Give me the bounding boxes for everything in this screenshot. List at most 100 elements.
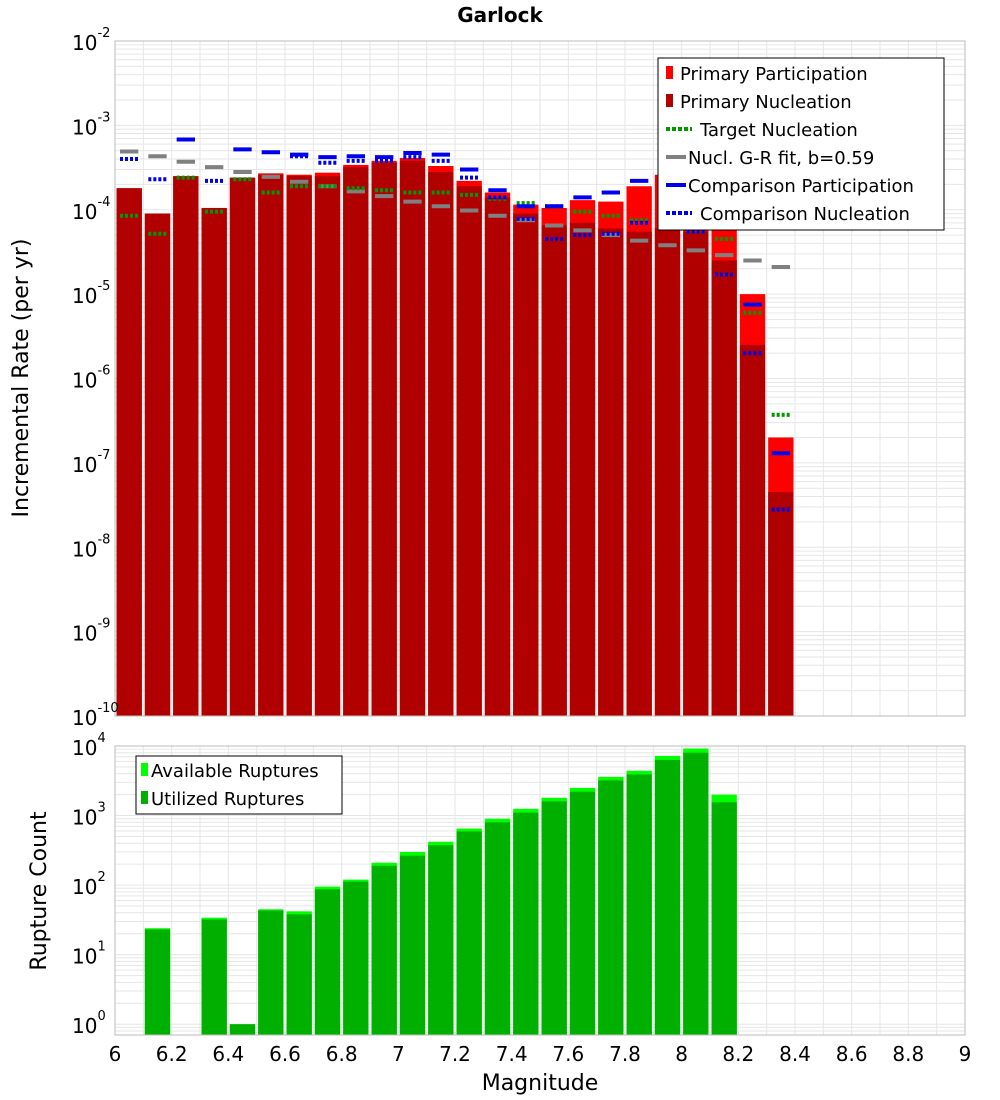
bar-primary-nucleation (343, 167, 369, 716)
bottom-y-tick: 104 (72, 731, 106, 760)
bar-utilized-ruptures (711, 802, 737, 1035)
bar-primary-nucleation (371, 162, 397, 716)
chart-title: Garlock (457, 3, 543, 27)
bottom-y-tick: 102 (72, 870, 106, 899)
legend-swatch-primary-participation (666, 66, 673, 79)
bar-utilized-ruptures (286, 914, 312, 1035)
top-y-axis-label: Incremental Rate (per yr) (9, 239, 34, 518)
bar-utilized-ruptures (683, 752, 709, 1035)
x-tick-label: 6.8 (326, 1042, 358, 1066)
top-y-tick-label: 10-8 (72, 532, 110, 561)
top-legend-box (657, 57, 945, 231)
bottom-plot-frame (114, 745, 966, 1036)
legend-item-utilized-ruptures: Utilized Ruptures (141, 789, 304, 810)
bar-primary-nucleation (399, 160, 426, 717)
bar-primary-nucleation (598, 228, 624, 716)
bottom-y-tick-label: 101 (72, 940, 106, 969)
bar-utilized-ruptures (314, 889, 341, 1035)
legend-item-primary-participation: Primary Participation (666, 64, 868, 85)
x-tick-label: 6.6 (269, 1042, 301, 1066)
bottom-y-tick-label: 103 (72, 801, 106, 830)
bar-primary-nucleation (768, 492, 794, 716)
bar-utilized-ruptures (371, 865, 397, 1035)
bottom-y-tick: 103 (72, 801, 106, 830)
top-y-tick: 10-4 (72, 195, 110, 224)
legend-item-gr-fit: Nucl. G-R fit, b=0.59 (666, 148, 874, 169)
top-legend: Primary Participation Primary Nucleation… (657, 57, 945, 231)
top-y-tick: 10-3 (72, 110, 110, 139)
x-ticks: 6 6.2 6.4 6.6 6.8 7 7.2 7.4 7.6 7.8 8 8.2 8.4 8.6 8.8 9 (109, 1042, 972, 1066)
top-y-tick-label: 10-3 (72, 110, 110, 139)
top-y-tick: 10-9 (72, 617, 110, 646)
bottom-y-tick: 100 (72, 1009, 106, 1038)
bar-utilized-ruptures (541, 801, 567, 1035)
legend-item-comparison-participation: Comparison Participation (666, 176, 914, 197)
bottom-y-tick-label: 104 (72, 731, 106, 760)
legend-item-available-ruptures: Available Ruptures (141, 761, 319, 782)
bar-primary-nucleation (739, 344, 766, 716)
bar-utilized-ruptures (513, 812, 539, 1035)
bar-utilized-ruptures (343, 881, 369, 1035)
bar-primary-nucleation (201, 207, 227, 716)
bar-primary-nucleation (428, 172, 454, 716)
top-y-tick-label: 10-6 (72, 364, 110, 393)
bottom-y-ticks: 100 101 102 103 104 (72, 731, 106, 1038)
bar-utilized-ruptures (144, 929, 171, 1035)
bar-primary-nucleation (683, 231, 709, 716)
top-y-tick-label: 10-4 (72, 195, 110, 224)
top-y-tick-label: 10-7 (72, 448, 110, 477)
legend-swatch-available-ruptures (141, 763, 148, 776)
bottom-legend-box (135, 755, 343, 815)
x-tick-label: 8.6 (836, 1042, 868, 1066)
bar-utilized-ruptures (626, 774, 652, 1035)
top-bars (116, 158, 794, 717)
x-tick-label: 6.2 (156, 1042, 188, 1066)
legend-label-available-ruptures: Available Ruptures (151, 761, 319, 782)
legend-label-primary-participation: Primary Participation (680, 64, 868, 85)
legend-label-comparison-nucleation: Comparison Nucleation (700, 204, 910, 225)
x-tick-label: 9 (959, 1042, 972, 1066)
bar-utilized-ruptures (598, 780, 624, 1035)
x-tick-label: 8.8 (892, 1042, 924, 1066)
bar-primary-nucleation (286, 176, 312, 716)
top-y-tick-label: 10-10 (72, 701, 119, 730)
bottom-y-tick-label: 100 (72, 1009, 106, 1038)
bar-primary-nucleation (258, 174, 284, 716)
bar-primary-nucleation (711, 260, 737, 716)
x-tick-label: 7 (392, 1042, 405, 1066)
legend-label-primary-nucleation: Primary Nucleation (680, 92, 852, 113)
x-tick-label: 7.6 (552, 1042, 584, 1066)
x-tick-label: 8.2 (722, 1042, 754, 1066)
bar-utilized-ruptures (258, 910, 284, 1035)
bar-utilized-ruptures (229, 1024, 256, 1035)
top-y-ticks: 10-10 10-9 10-8 10-7 10-6 10-5 10-4 10-3 10-2 (72, 26, 119, 730)
legend-item-primary-nucleation: Primary Nucleation (666, 92, 852, 113)
bar-primary-nucleation (541, 225, 567, 716)
x-tick-label: 8 (675, 1042, 688, 1066)
x-tick-label: 7.8 (609, 1042, 641, 1066)
x-tick-label: 7.4 (496, 1042, 528, 1066)
bar-utilized-ruptures (456, 831, 482, 1035)
legend-label-target-nucleation: Target Nucleation (699, 120, 858, 141)
x-tick-label: 7.2 (439, 1042, 471, 1066)
bottom-bars (144, 748, 737, 1035)
bar-primary-nucleation (654, 228, 681, 716)
bar-primary-nucleation (569, 222, 596, 716)
bar-primary-nucleation (513, 213, 539, 717)
bar-utilized-ruptures (484, 822, 511, 1035)
top-y-tick: 10-6 (72, 364, 110, 393)
bottom-y-tick-label: 102 (72, 870, 106, 899)
x-tick-label: 8.4 (779, 1042, 811, 1066)
top-y-tick-label: 10-5 (72, 279, 110, 308)
bottom-y-tick: 101 (72, 940, 106, 969)
x-axis-label: Magnitude (482, 1071, 599, 1096)
top-y-tick: 10-7 (72, 448, 110, 477)
bar-primary-nucleation (116, 188, 142, 717)
legend-label-utilized-ruptures: Utilized Ruptures (151, 789, 304, 810)
x-tick-label: 6 (109, 1042, 122, 1066)
bar-primary-nucleation (229, 177, 256, 716)
bottom-panel: 100 101 102 103 104 6 6.2 6.4 6.6 6.8 7 7.2 7.4 7.6 7… (27, 731, 971, 1096)
bar-utilized-ruptures (428, 845, 454, 1035)
top-panel: 10-10 10-9 10-8 10-7 10-6 10-5 10-4 10-3 10-2 In… (9, 26, 966, 730)
